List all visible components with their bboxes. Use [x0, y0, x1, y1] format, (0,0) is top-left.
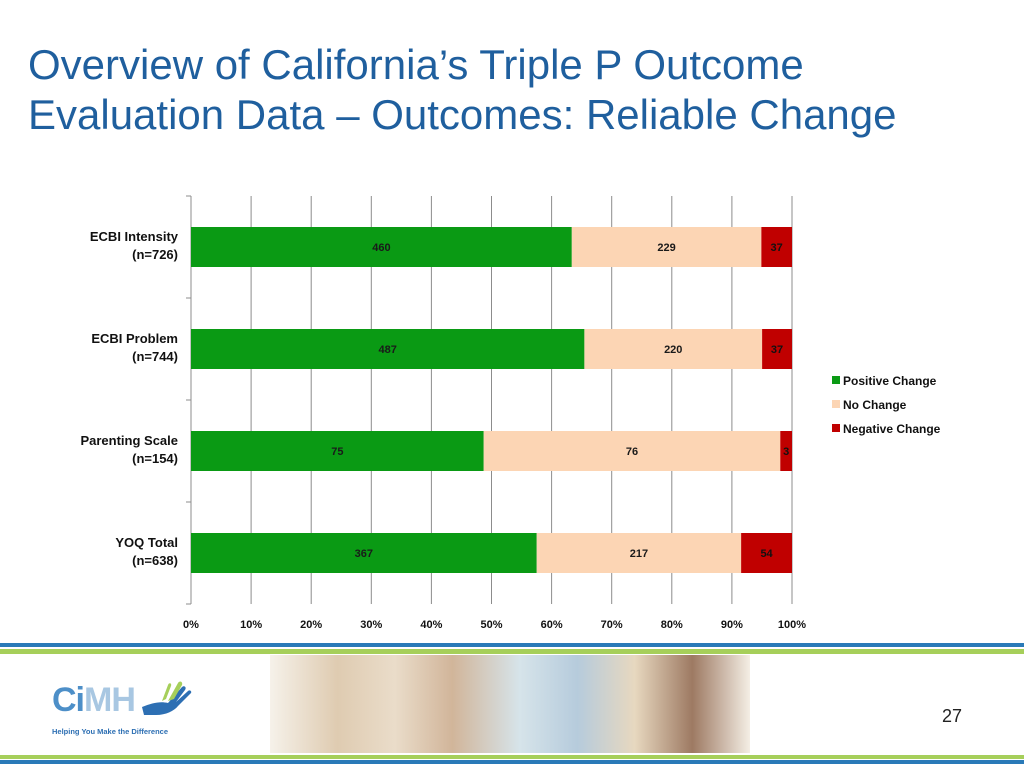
- footer-rule-bottom-green: [0, 755, 1024, 759]
- logo-tagline: Helping You Make the Difference: [52, 727, 168, 736]
- cimh-logo: CiMH Helping You Make the Difference: [52, 675, 202, 745]
- x-tick-label: 70%: [601, 619, 623, 631]
- legend-label: No Change: [843, 398, 907, 412]
- bar-segment: [191, 533, 537, 573]
- category-label: ECBI Problem: [91, 331, 178, 346]
- bar-segment: [780, 431, 792, 471]
- category-label: (n=154): [132, 451, 178, 466]
- bar-segment: [191, 431, 484, 471]
- footer-photo-strip: [270, 655, 750, 753]
- x-tick-label: 10%: [240, 619, 262, 631]
- data-label: 487: [379, 344, 397, 356]
- footer-rule-bottom-blue: [0, 760, 1024, 764]
- x-tick-label: 50%: [480, 619, 502, 631]
- category-label: (n=726): [132, 247, 178, 262]
- page-number: 27: [941, 706, 962, 726]
- legend-label: Positive Change: [843, 374, 937, 388]
- bar-segment: [741, 533, 792, 573]
- category-label: ECBI Intensity: [90, 229, 179, 244]
- bar-segment: [191, 227, 572, 267]
- data-label: 3: [783, 446, 789, 458]
- bar-segment: [761, 227, 792, 267]
- bar-segment: [536, 533, 742, 573]
- x-tick-label: 80%: [661, 619, 683, 631]
- data-label: 217: [630, 548, 648, 560]
- data-label: 37: [771, 344, 783, 356]
- data-label: 367: [355, 548, 373, 560]
- data-label: 75: [331, 446, 343, 458]
- footer-rule-top-blue: [0, 643, 1024, 647]
- bar-segment: [191, 329, 585, 369]
- stacked-bar-chart: 460 229 37 ECBI Intensity (n=726) 487 220 37 ECB…: [80, 195, 941, 631]
- bar-segment: [483, 431, 781, 471]
- bar-segment: [571, 227, 762, 267]
- slide-title: Overview of California’s Triple P Outcom…: [28, 40, 1008, 140]
- legend-swatch: [832, 400, 840, 408]
- hand-icon: [142, 681, 192, 715]
- slide-title-line-2: Evaluation Data – Outcomes: Reliable Cha…: [28, 91, 897, 138]
- legend-swatch: [832, 424, 840, 432]
- x-tick-label: 20%: [300, 619, 322, 631]
- x-tick-label: 0%: [183, 619, 199, 631]
- x-tick-label: 60%: [541, 619, 563, 631]
- category-label: (n=744): [132, 349, 178, 364]
- data-label: 76: [626, 446, 638, 458]
- bar-segment: [584, 329, 763, 369]
- data-label: 460: [372, 242, 390, 254]
- x-tick-label: 40%: [420, 619, 442, 631]
- category-label: Parenting Scale: [80, 433, 178, 448]
- slide-title-line-1: Overview of California’s Triple P Outcom…: [28, 41, 804, 88]
- category-label: (n=638): [132, 553, 178, 568]
- x-tick-label: 100%: [778, 619, 806, 631]
- x-tick-label: 90%: [721, 619, 743, 631]
- legend-swatch: [832, 376, 840, 384]
- data-label: 220: [664, 344, 682, 356]
- footer-rule-top-green: [0, 649, 1024, 654]
- bar-segment: [762, 329, 792, 369]
- legend-label: Negative Change: [843, 422, 941, 436]
- data-label: 54: [760, 548, 773, 560]
- category-label: YOQ Total: [115, 535, 178, 550]
- data-label: 229: [657, 242, 675, 254]
- logo-wordmark: CiMH: [52, 681, 136, 719]
- data-label: 37: [771, 242, 783, 254]
- x-tick-label: 30%: [360, 619, 382, 631]
